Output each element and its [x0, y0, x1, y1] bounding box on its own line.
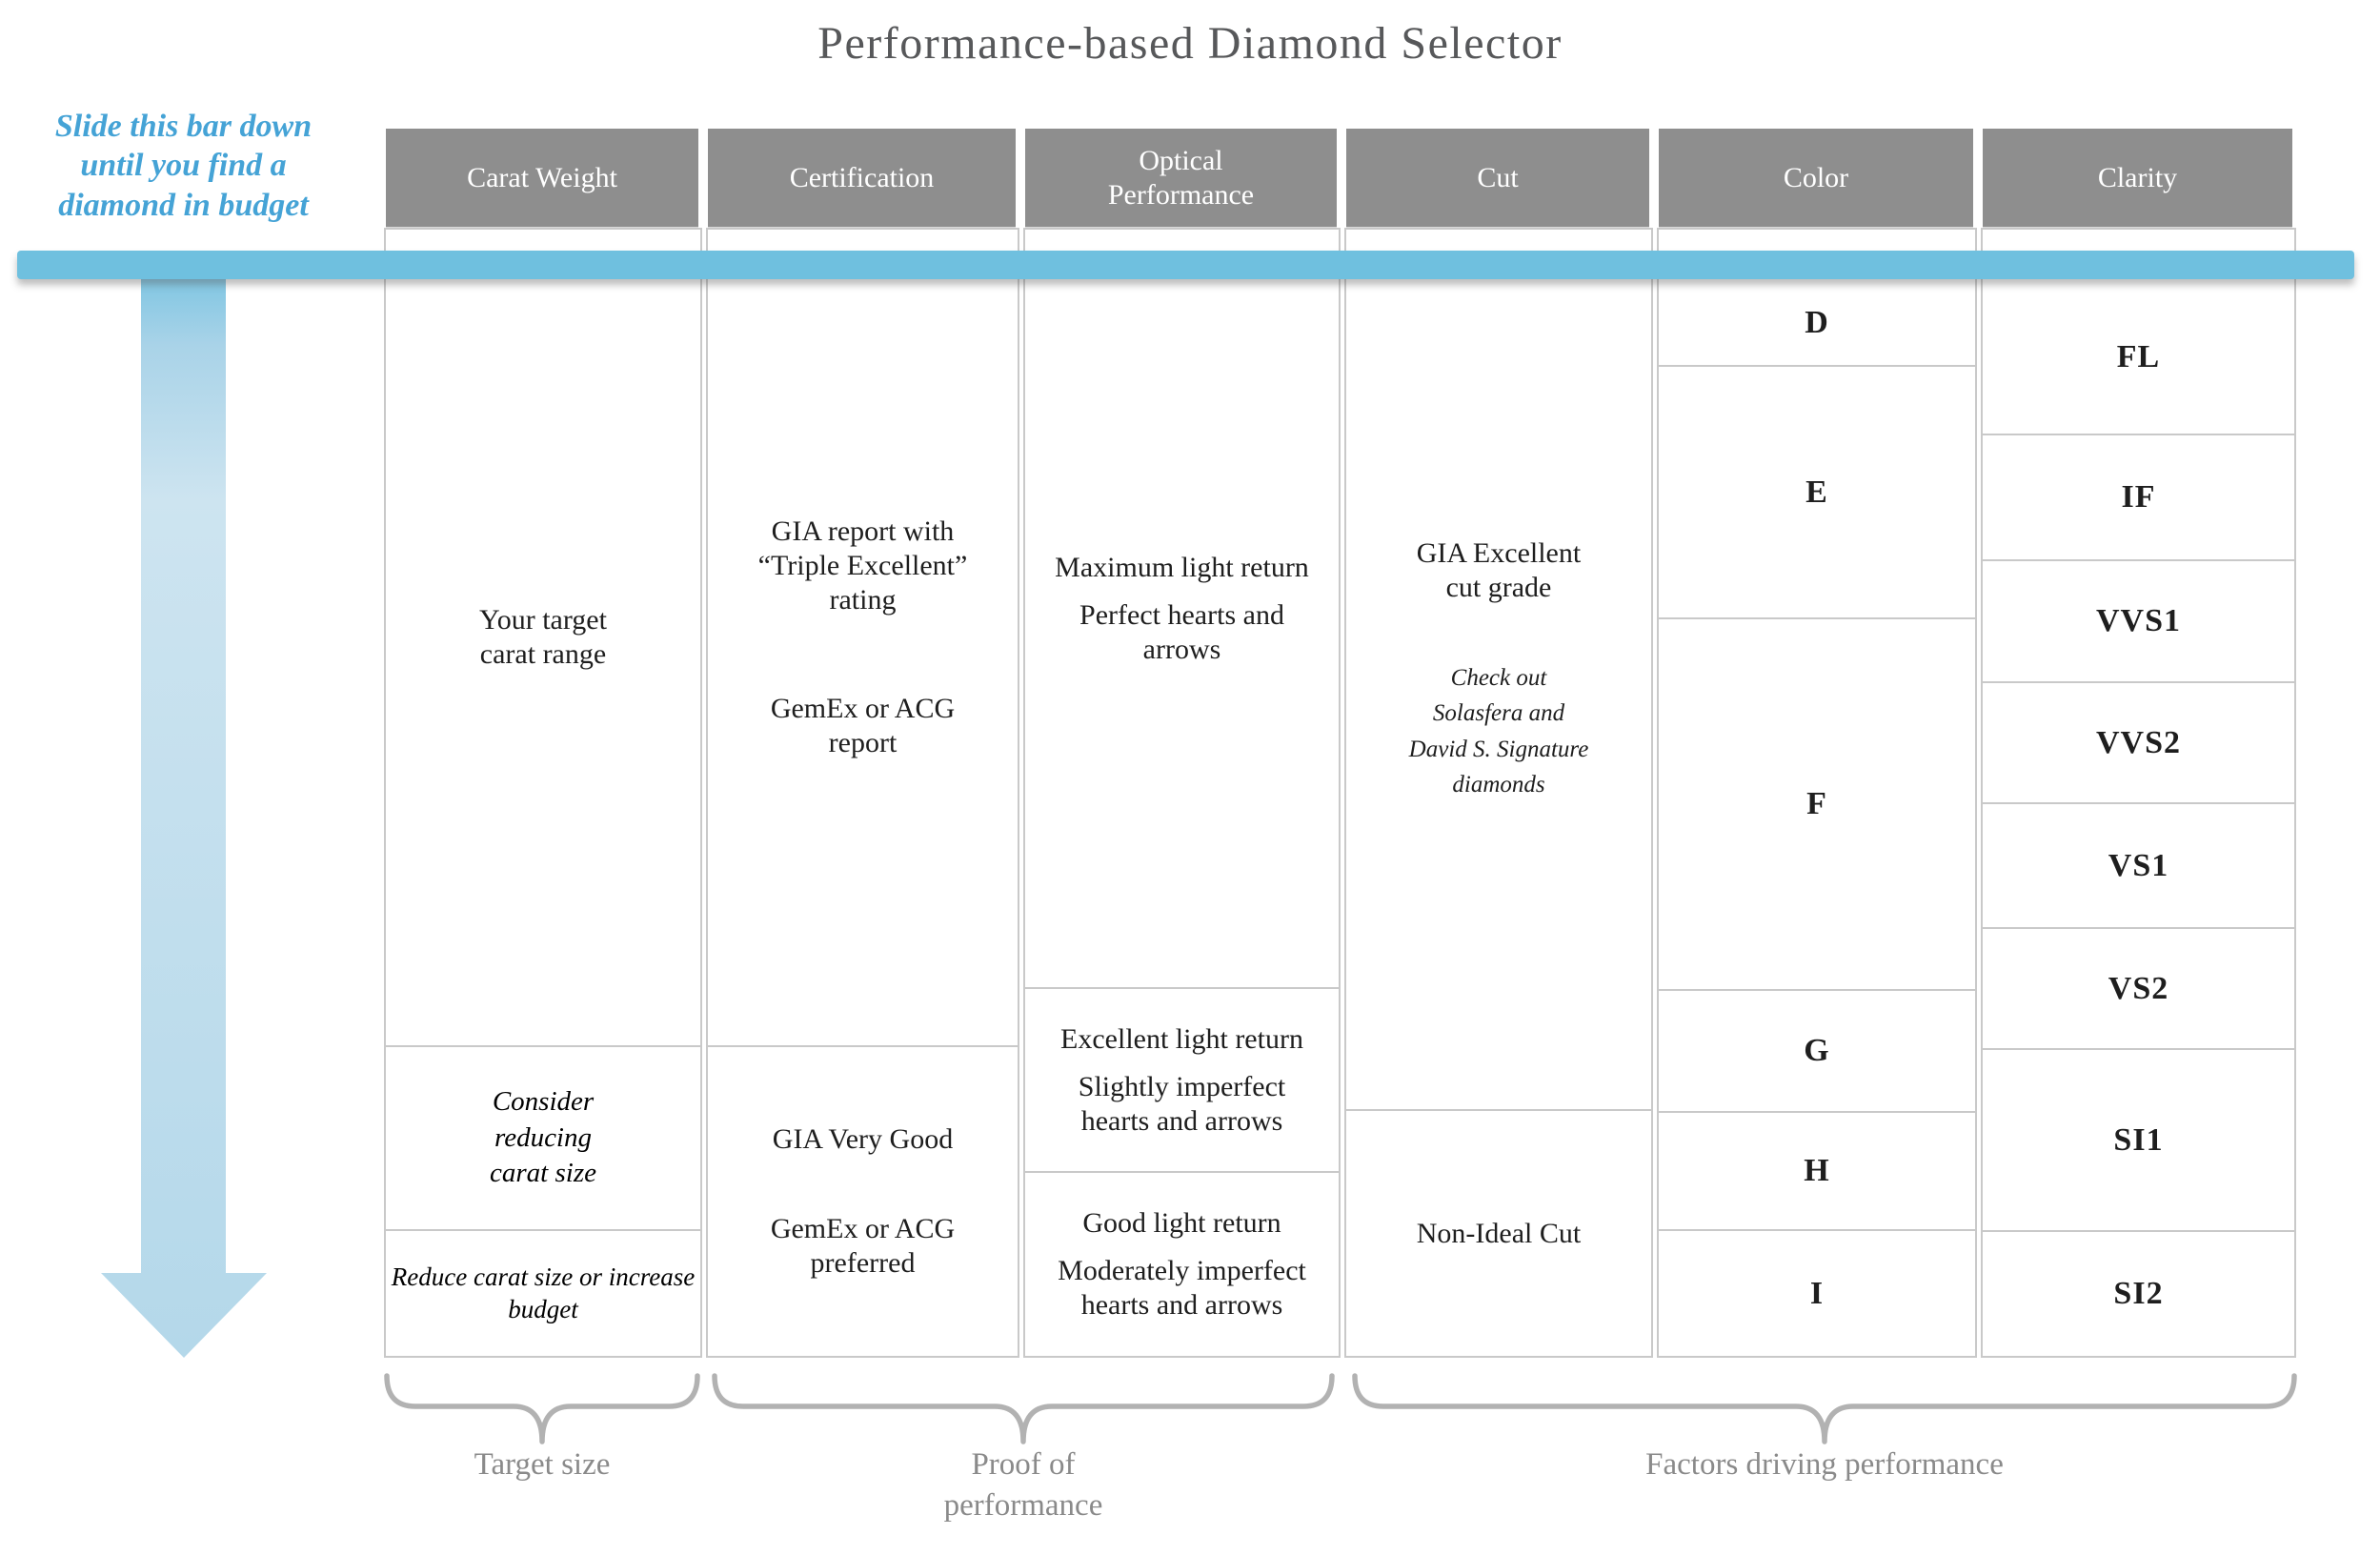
color-grade-cell-f: F	[1659, 619, 1975, 991]
carat-reduce-text: Reduce carat size or increase budget	[391, 1262, 696, 1323]
gemex-report-text: GemEx or ACG report	[770, 693, 956, 758]
clarity-grade-si2: SI2	[2113, 1276, 2164, 1311]
clarity-grade-cell-fl: FL	[1983, 230, 2294, 435]
carat-reduce-cell: Reduce carat size or increase budget	[386, 1231, 700, 1356]
carat-consider-cell: Consider reducing carat size	[386, 1047, 700, 1231]
color-grade-cell-e: E	[1659, 367, 1975, 619]
solasfera-note-text: Check out Solasfera and David S. Signatu…	[1408, 664, 1589, 798]
color-grade-g: G	[1804, 1033, 1830, 1068]
certification-bottom-cell: GIA Very Good GemEx or ACG preferred	[708, 1047, 1018, 1356]
footer-braces	[384, 1373, 2297, 1444]
optical-good-cell: Good light return Moderately imperfect h…	[1025, 1173, 1339, 1356]
clarity-grade-vvs2: VVS2	[2095, 724, 2182, 760]
cut-column: GIA Excellent cut grade Check out Solasf…	[1344, 228, 1653, 1358]
clarity-grade-cell-vs1: VS1	[1983, 804, 2294, 929]
moderately-imperfect-text: Moderately imperfect hearts and arrows	[1058, 1255, 1306, 1321]
proof-of-performance-brace	[712, 1373, 1335, 1444]
clarity-grade-si1: SI1	[2113, 1121, 2164, 1158]
carat-target-text: Your target carat range	[479, 604, 607, 670]
optical-excellent-cell: Excellent light return Slightly imperfec…	[1025, 989, 1339, 1173]
gia-very-good-text: GIA Very Good	[772, 1123, 954, 1155]
color-grade-cell-d: D	[1659, 230, 1975, 367]
slightly-imperfect-text: Slightly imperfect hearts and arrows	[1078, 1070, 1286, 1137]
clarity-grade-fl: FL	[2116, 339, 2161, 374]
clarity-grade-vvs1: VVS1	[2095, 603, 2182, 638]
carat-target-cell: Your target carat range	[386, 230, 700, 1047]
down-arrow-icon	[101, 257, 267, 1358]
color-grade-i: I	[1809, 1275, 1825, 1311]
carat-consider-text: Consider reducing carat size	[490, 1085, 596, 1189]
header-certification: Certification	[708, 129, 1016, 232]
color-column: D E F G H I	[1657, 228, 1977, 1358]
factors-driving-performance-label: Factors driving performance	[1645, 1447, 2004, 1482]
gia-report-text: GIA report with “Triple Excellent” ratin…	[757, 515, 968, 616]
color-grade-f: F	[1806, 786, 1827, 821]
clarity-grade-vs1: VS1	[2108, 847, 2169, 883]
cut-excellent-cell: GIA Excellent cut grade Check out Solasf…	[1346, 230, 1651, 1111]
certification-top-cell: GIA report with “Triple Excellent” ratin…	[708, 230, 1018, 1047]
header-optical-performance: Optical Performance	[1025, 129, 1337, 232]
max-light-return-text: Maximum light return	[1055, 551, 1309, 583]
color-grade-cell-h: H	[1659, 1113, 1975, 1231]
non-ideal-cut-text: Non-Ideal Cut	[1416, 1217, 1582, 1249]
clarity-grade-cell-vvs2: VVS2	[1983, 683, 2294, 804]
budget-slider-bar[interactable]	[17, 251, 2354, 279]
color-grade-cell-i: I	[1659, 1231, 1975, 1356]
clarity-grade-if: IF	[2121, 479, 2156, 515]
proof-of-performance-label: Proof of performance	[943, 1447, 1103, 1523]
excellent-light-return-text: Excellent light return	[1060, 1022, 1303, 1055]
clarity-grade-cell-vvs1: VVS1	[1983, 561, 2294, 683]
clarity-column: FL IF VVS1 VVS2 VS1 VS2 SI1 SI2	[1981, 228, 2296, 1358]
clarity-grade-cell-vs2: VS2	[1983, 929, 2294, 1050]
clarity-grade-cell-si2: SI2	[1983, 1232, 2294, 1356]
optical-max-cell: Maximum light return Perfect hearts and …	[1025, 230, 1339, 989]
carat-weight-column: Your target carat range Consider reducin…	[384, 228, 702, 1358]
target-size-brace	[384, 1373, 700, 1444]
gemex-preferred-text: GemEx or ACG preferred	[770, 1213, 956, 1279]
clarity-grade-cell-si1: SI1	[1983, 1050, 2294, 1232]
header-clarity: Clarity	[1983, 129, 2292, 232]
header-cut: Cut	[1346, 129, 1649, 232]
factors-brace	[1352, 1373, 2297, 1444]
clarity-grade-vs2: VS2	[2108, 970, 2169, 1006]
header-carat-weight: Carat Weight	[386, 129, 698, 232]
color-grade-e: E	[1805, 474, 1828, 510]
page-title: Performance-based Diamond Selector	[817, 18, 1563, 69]
color-grade-d: D	[1805, 305, 1829, 340]
slider-instruction-text: Slide this bar down until you find a dia…	[54, 109, 313, 223]
perfect-hearts-arrows-text: Perfect hearts and arrows	[1079, 598, 1284, 665]
clarity-grade-cell-if: IF	[1983, 435, 2294, 561]
gia-excellent-cut-text: GIA Excellent cut grade	[1416, 536, 1582, 603]
target-size-label: Target size	[474, 1447, 611, 1482]
color-grade-h: H	[1804, 1153, 1830, 1188]
cut-non-ideal-cell: Non-Ideal Cut	[1346, 1111, 1651, 1356]
header-color: Color	[1659, 129, 1973, 232]
good-light-return-text: Good light return	[1082, 1207, 1281, 1239]
certification-column: GIA report with “Triple Excellent” ratin…	[706, 228, 1019, 1358]
optical-performance-column: Maximum light return Perfect hearts and …	[1023, 228, 1341, 1358]
color-grade-cell-g: G	[1659, 991, 1975, 1113]
